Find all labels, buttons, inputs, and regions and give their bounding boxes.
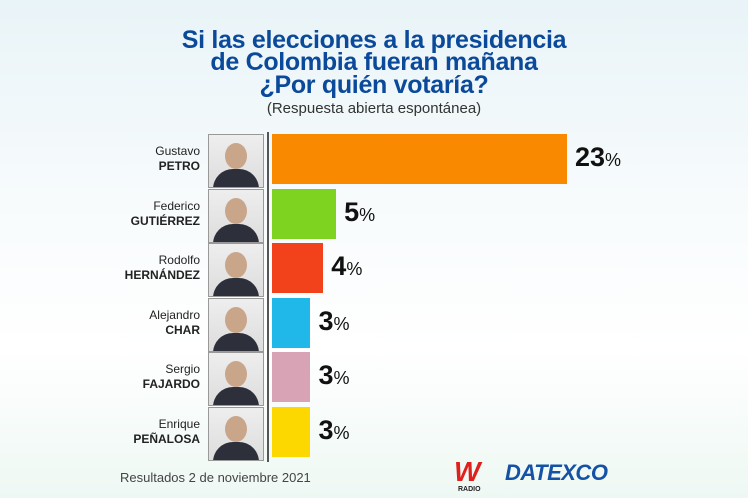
chart-subtitle: (Respuesta abierta espontánea) bbox=[266, 100, 482, 117]
chart-title-line-2: de Colombia fueran mañana bbox=[210, 48, 538, 76]
w-radio-logo: W RADIO bbox=[450, 458, 490, 494]
bar-row: Sergio FAJARDO 3% bbox=[0, 352, 748, 406]
bar bbox=[272, 243, 324, 293]
footer-date: Resultados 2 de noviembre 2021 bbox=[120, 470, 311, 485]
candidate-name: Alejandro CHAR bbox=[149, 308, 200, 338]
bar bbox=[272, 406, 311, 457]
candidate-last-name: CHAR bbox=[165, 322, 200, 337]
bar bbox=[272, 134, 567, 184]
candidate-last-name: PETRO bbox=[158, 159, 200, 173]
candidate-first-name: Sergio bbox=[165, 362, 200, 376]
candidate-photo bbox=[208, 406, 264, 461]
candidate-first-name: Federico bbox=[153, 198, 200, 213]
w-radio-logo-letter: W bbox=[454, 456, 481, 487]
candidate-photo bbox=[208, 188, 264, 243]
bar bbox=[272, 297, 311, 348]
chart-title-line-1: Si las elecciones a la presidencia bbox=[181, 26, 567, 54]
data-label: 3% bbox=[318, 414, 350, 445]
candidate-last-name: FAJARDO bbox=[142, 377, 200, 391]
candidate-photo bbox=[208, 297, 264, 352]
candidate-photo bbox=[208, 352, 264, 406]
candidate-last-name: PEÑALOSA bbox=[133, 431, 200, 446]
candidate-first-name: Enrique bbox=[158, 416, 200, 431]
candidate-last-name: HERNÁNDEZ bbox=[124, 268, 200, 282]
bar-row: Rodolfo HERNÁNDEZ 4% bbox=[0, 243, 748, 297]
data-label: 5% bbox=[344, 196, 376, 227]
bar bbox=[272, 188, 337, 239]
data-label: 4% bbox=[331, 251, 363, 281]
candidate-name: Federico GUTIÉRREZ bbox=[131, 199, 200, 229]
candidate-photo bbox=[208, 243, 264, 297]
candidate-photo bbox=[208, 134, 264, 188]
axis-line bbox=[267, 132, 269, 462]
candidate-first-name: Rodolfo bbox=[158, 253, 200, 267]
candidate-first-name: Gustavo bbox=[155, 144, 200, 158]
candidate-last-name: GUTIÉRREZ bbox=[130, 213, 200, 228]
candidate-name: Rodolfo HERNÁNDEZ bbox=[125, 253, 200, 283]
datexco-logo: DATEXCO bbox=[505, 460, 608, 485]
w-radio-logo-sub: RADIO bbox=[458, 486, 481, 493]
bar-row: Alejandro CHAR 3% bbox=[0, 297, 748, 352]
bar-row: Gustavo PETRO 23% bbox=[0, 134, 748, 188]
chart-title-line-3: ¿Por quién votaría? bbox=[259, 71, 489, 99]
bar-row: Federico GUTIÉRREZ 5% bbox=[0, 188, 748, 243]
data-label: 23% bbox=[575, 142, 622, 172]
bar-row: Enrique PEÑALOSA 3% bbox=[0, 406, 748, 461]
candidate-first-name: Alejandro bbox=[149, 307, 200, 322]
candidate-name: Sergio FAJARDO bbox=[143, 362, 200, 392]
bar bbox=[272, 352, 311, 402]
data-label: 3% bbox=[318, 305, 350, 336]
candidate-name: Gustavo PETRO bbox=[155, 144, 200, 174]
data-label: 3% bbox=[318, 360, 350, 390]
candidate-name: Enrique PEÑALOSA bbox=[133, 417, 200, 447]
